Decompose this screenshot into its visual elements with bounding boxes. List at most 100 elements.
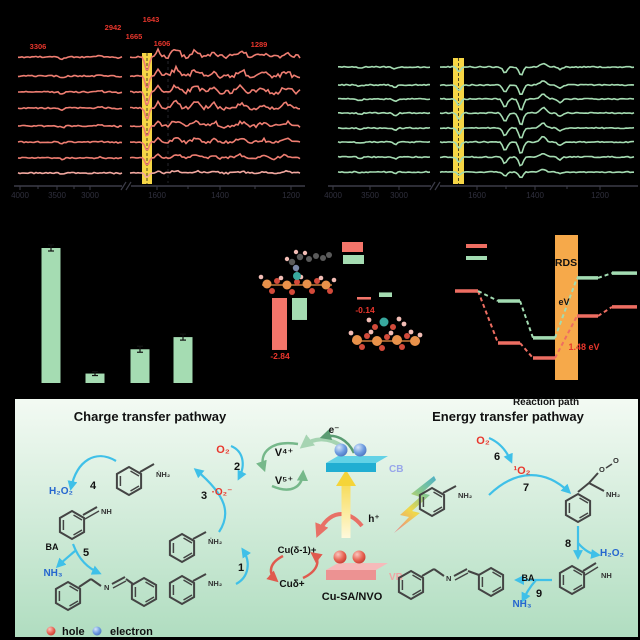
x-tick-label: 4000 [324,191,342,200]
electron-sphere [334,443,348,457]
peak-label: 1606 [154,39,171,48]
arrow-step1 [235,547,251,585]
step-4: 4 [90,480,97,492]
cu-oxidized-label: Cuδ+ [279,579,304,590]
panel-adsorption: -2.84 -0.14 [258,242,423,361]
catalyst-label: Cu-SA/NVO [322,591,383,603]
ev-unit-label: eV [558,297,569,307]
panel-mechanism: Reaction path Charge transfer pathway En… [15,397,638,638]
vb-platform-front [326,570,376,580]
hole-sphere [333,550,347,564]
x-tick-label: 1600 [148,191,166,200]
legend-swatch-green [343,255,364,264]
cu-cycle-arrow-up [302,551,323,580]
electron-arrow [319,429,356,454]
amine-group-label: ṄH₂ [156,470,170,479]
x-tick-label: 3000 [390,191,408,200]
title-charge-transfer: Charge transfer pathway [74,409,227,424]
nh3-label-right: NH₃ [512,599,531,610]
x-tick-label: 3500 [361,191,379,200]
reaction-path-label: Reaction path [513,397,579,408]
arrow-step5 [71,543,102,575]
oxygen-label: O [599,465,605,474]
cyan-arrows-right [488,436,601,603]
cb-platform-front [326,463,376,472]
panel-ftir-red: 3306 2942 1643 1665 1606 1289 4000 3500 … [11,15,305,200]
adsorption-value-label: -2.84 [270,351,290,361]
arrow-nh3-branch-right [521,579,537,603]
imine-group-label: NH [601,571,612,580]
vb-label: VB [389,572,403,583]
x-tick-label: 3000 [81,191,99,200]
arrow-nh3-branch [55,550,76,569]
arrow-step2 [230,444,247,481]
legend-swatch-red [342,242,363,252]
step-2: 2 [234,461,240,473]
v-cycle-arrow-down [256,441,299,473]
amine-group-label: ṄH₂ [208,537,222,546]
step-8: 8 [565,538,571,550]
x-tick-label: 1200 [282,191,300,200]
arrow-h2o2-branch [577,542,601,559]
axis-break [429,181,441,191]
v4-label: V⁴⁺ [275,447,294,459]
amine-group-label: NH₂ [606,490,620,499]
cu-cycle-arrow-down [266,554,284,583]
panel-conversion-bars [41,244,193,383]
x-tick-label: 1600 [468,191,486,200]
hole-sphere [352,550,366,564]
o2-label-right: O₂ [476,435,490,447]
molecule-benzylimine-left: NH [58,506,112,540]
imine-group-label: NH [101,507,112,516]
molecule-product-left: N [54,576,158,611]
vb-to-cu-arrow [315,512,364,538]
peak-label: 1289 [251,40,268,49]
light-bolt-icon [394,476,436,533]
hole-legend-label: hole [62,626,85,638]
molecular-model-2 [348,316,423,351]
amine-group-label: NH₂ [458,491,472,500]
x-tick-label: 3500 [48,191,66,200]
h2o2-label-left: H₂O₂ [49,486,73,497]
excitation-arrow-shaft [341,484,351,538]
superoxide-label: ·O₂⁻ [212,487,233,498]
title-energy-transfer: Energy transfer pathway [432,409,584,424]
panel-ftir-green: 4000 3500 3000 1600 1400 1200 [324,58,638,200]
step-1: 1 [238,562,244,574]
amine-group-label: NH₂ [208,579,222,588]
molecule-benzylamine-center: NH₂ [168,573,222,605]
hole-label: h⁺ [368,514,379,525]
ba-label-right: BA [522,573,535,583]
peak-label: 1665 [126,32,143,41]
axis-ticks [19,186,292,190]
panel-energy-profile: RDS eV 1.48 eV [455,235,637,380]
product-nitrogen-label: N [104,583,109,592]
nh3-label-left: NH₃ [43,568,62,579]
v5-label: V⁵⁺ [275,475,294,487]
step-9: 9 [536,588,542,600]
step-7: 7 [523,482,529,494]
step-5: 5 [83,547,89,559]
arrow-step4 [67,455,117,491]
hole-legend-icon [46,626,56,636]
rds-label: RDS [555,257,577,269]
electron-legend-label: electron [110,626,153,638]
excitation-arrow-head [336,470,356,486]
h2o2-label-right: H₂O₂ [600,548,624,559]
electron-legend-icon [92,626,102,636]
x-tick-label: 1200 [591,191,609,200]
axis-break [120,181,132,191]
vb-platform-top [326,563,388,570]
v-cycle-arrow-up [271,469,309,491]
singlet-o2-label: ¹O₂ [513,465,530,477]
ba-label-left: BA [46,542,59,552]
adsorption-bars [272,292,392,350]
oxygen-label: O [613,456,619,465]
bars [41,244,193,383]
adsorption-value-label: -0.14 [355,305,375,315]
energy-profile-lines [455,271,637,360]
x-tick-label: 1400 [526,191,544,200]
peak-label: 1643 [143,15,160,24]
